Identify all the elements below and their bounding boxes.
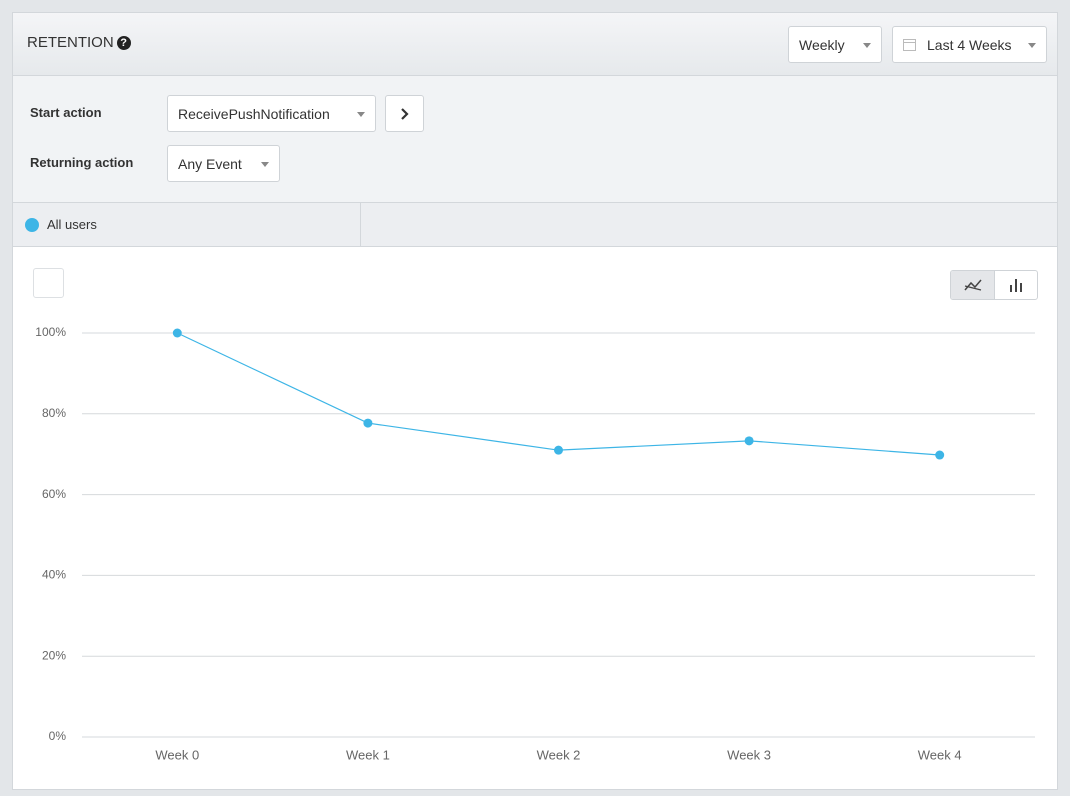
x-tick-label: Week 0	[155, 747, 199, 762]
bar-toggle[interactable]	[995, 271, 1037, 299]
data-point	[935, 451, 944, 460]
start-action: ReceivePushNotification	[178, 106, 330, 122]
start-action-label: Start action	[30, 105, 102, 120]
line-toggle[interactable]	[951, 271, 995, 299]
options-button[interactable]	[33, 268, 64, 298]
help-icon[interactable]: ?	[117, 36, 131, 50]
y-tick-label: 80%	[42, 406, 66, 420]
calendar-icon	[903, 38, 916, 51]
x-tick-label: Week 2	[537, 747, 581, 762]
chart: 0% 20% 40% 60% 80% 100% Week 0 Week 1 Week 2 Week…	[12, 300, 1058, 790]
data-point	[173, 329, 182, 338]
series-line	[177, 333, 939, 455]
chart-toggle	[950, 270, 1038, 300]
data-point	[363, 419, 372, 428]
bar-icon	[1009, 278, 1023, 292]
divider	[360, 203, 361, 247]
range: Last 4 Weeks	[927, 37, 1012, 53]
returning-action-label: Returning action	[30, 155, 133, 170]
next-button[interactable]	[385, 95, 424, 132]
start-action-dropdown[interactable]: ReceivePushNotification	[167, 95, 376, 132]
y-tick-label: 0%	[49, 729, 67, 743]
interval: Weekly	[799, 37, 845, 53]
returning-action-dropdown[interactable]: Any Event	[167, 145, 280, 182]
legend-label[interactable]: All users	[47, 217, 97, 232]
chevron-icon	[400, 108, 410, 120]
y-tick-label: 60%	[42, 487, 66, 501]
returning-action: Any Event	[178, 156, 242, 172]
title: RETENTION	[27, 34, 114, 51]
title-wrap: RETENTION ?	[27, 34, 131, 51]
y-tick-label: 100%	[35, 325, 66, 339]
y-tick-label: 40%	[42, 568, 66, 582]
y-tick-label: 20%	[42, 648, 66, 662]
legend-swatch	[25, 218, 39, 232]
x-tick-label: Week 1	[346, 747, 390, 762]
data-point	[745, 436, 754, 445]
range-dropdown[interactable]: Last 4 Weeks	[892, 26, 1047, 63]
data-point	[554, 446, 563, 455]
legend-bar	[13, 203, 1057, 247]
x-tick-label: Week 3	[727, 747, 771, 762]
x-tick-label: Week 4	[918, 747, 962, 762]
line-icon	[964, 278, 982, 292]
interval-dropdown[interactable]: Weekly	[788, 26, 882, 63]
